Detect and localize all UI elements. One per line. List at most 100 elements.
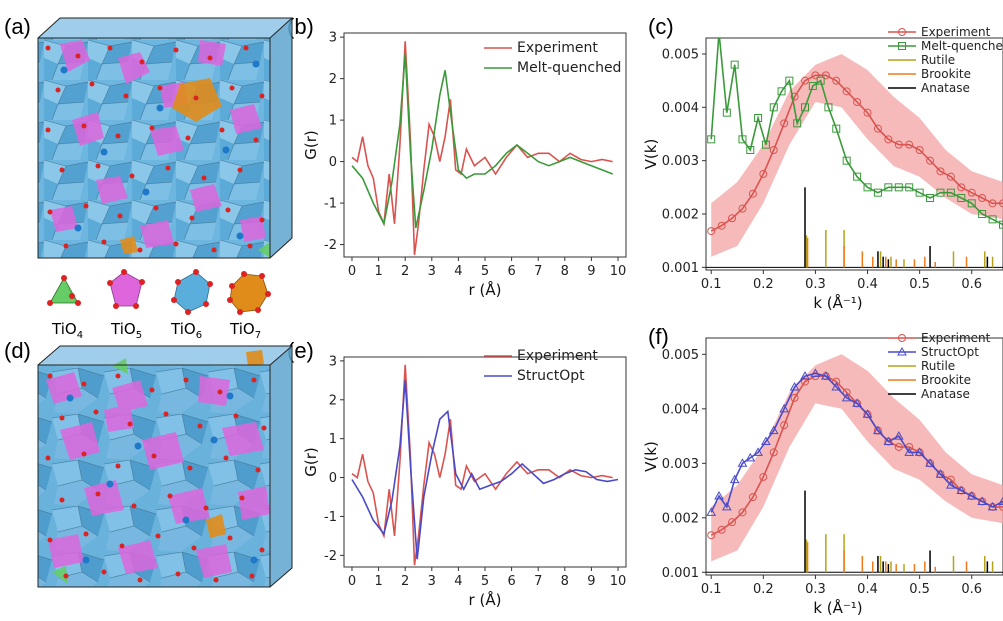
data-point: [707, 531, 716, 540]
y-tick-label: 0.005: [662, 348, 699, 363]
data-point: [967, 188, 976, 197]
legend-label-brookite: Brookite: [921, 373, 971, 387]
x-tick-label: 0.4: [857, 277, 878, 292]
data-point: [707, 227, 716, 236]
x-tick-label: 8: [561, 264, 569, 279]
legend-label-experiment: Experiment: [517, 348, 598, 364]
data-point: [977, 496, 988, 505]
data-point: [946, 475, 955, 484]
x-tick-label: 0.6: [961, 277, 982, 292]
data-point: [730, 60, 739, 69]
data-point: [779, 403, 790, 413]
legend-label-rutile: Rutile: [921, 359, 955, 373]
data-point: [946, 188, 955, 197]
plot-area: [351, 41, 613, 256]
x-tick-label: 9: [587, 264, 595, 279]
structure-box-a: [37, 17, 294, 259]
x-tick-label: 3: [428, 574, 436, 589]
data-point: [873, 425, 883, 435]
data-point: [884, 183, 893, 192]
data-point: [790, 92, 799, 101]
x-tick-label: 5: [481, 264, 489, 279]
panel-label-d: (d): [4, 338, 31, 363]
plot-area: [351, 364, 619, 566]
data-point: [988, 215, 997, 224]
panel-label-c: (c): [648, 14, 674, 39]
data-point: [978, 194, 987, 202]
data-point: [721, 501, 732, 511]
y-tick-label: 0.001: [662, 566, 699, 581]
data-point: [785, 76, 794, 85]
data-point: [853, 98, 862, 106]
x-tick-label: 0.6: [961, 582, 982, 597]
x-tick-label: 10: [610, 574, 627, 589]
x-tick-label: 6: [507, 574, 515, 589]
chart-e: 0 1 2 3 4 5 6 7 8 9 10 -2 -1 0 1 2 3 r (Å) G(r) Experiment S…: [302, 348, 627, 609]
data-point: [926, 156, 935, 165]
uncertainty-band: [711, 354, 1003, 562]
y-tick-label: 0.001: [662, 261, 699, 276]
data-point: [761, 436, 771, 446]
data-point: [905, 183, 914, 192]
data-point: [737, 458, 748, 467]
data-point: [842, 388, 851, 397]
data-point: [800, 371, 810, 380]
data-point: [946, 480, 956, 489]
chart-c: 0.1 0.2 0.3 0.4 0.5 0.6 0.001 0.002 0.003 0.004 0.…: [642, 25, 1003, 312]
y-tick-label: 0.004: [662, 402, 699, 417]
chart-b: 0 1 2 3 4 5 6 7 8 9 10 -2 -1 0 1 2 3 r (Å) G(r) Experiment M…: [302, 31, 627, 299]
data-point: [884, 135, 893, 144]
y-axis-label: G(r): [302, 447, 320, 477]
legend: ExperimentMelt-quenchedRutileBrookiteAna…: [888, 25, 1003, 95]
data-point: [863, 108, 872, 117]
data-point: [904, 447, 915, 456]
uncertainty-band: [711, 54, 1003, 257]
oxygen-atoms-a: [45, 45, 265, 253]
x-tick-label: 0.1: [701, 582, 722, 597]
data-point: [789, 382, 800, 391]
y-tick-label: 0.005: [662, 48, 699, 63]
x-tick-label: 3: [428, 264, 436, 279]
y-axis-label: G(r): [302, 130, 320, 160]
data-point: [745, 452, 756, 462]
data-point: [717, 525, 726, 534]
legend-marker: [898, 334, 906, 342]
data-point: [769, 103, 778, 112]
x-tick-label: 5: [481, 574, 489, 589]
tio4-polyhedra: [258, 242, 270, 258]
y-tick-label: 2: [329, 393, 337, 408]
plot-frame: [343, 356, 627, 568]
y-tick-label: 0.002: [662, 208, 699, 223]
plot-area: [706, 38, 1003, 268]
data-point: [821, 71, 830, 80]
unit-cell-a: [37, 17, 294, 259]
data-point: [820, 371, 831, 380]
data-point: [780, 421, 789, 430]
data-point: [729, 474, 740, 484]
legend-label-structopt: StructOpt: [921, 345, 979, 359]
data-point: [759, 472, 768, 481]
series-line-melt-quenched: [351, 53, 613, 229]
y-tick-label: 0.003: [662, 457, 699, 472]
data-point: [790, 393, 799, 402]
legend-marker: [898, 28, 906, 36]
data-point: [754, 114, 763, 122]
oxygen-atoms-d: [45, 373, 267, 583]
data-point: [863, 183, 872, 192]
y-axis-label: V(k): [642, 441, 660, 472]
x-tick-label: 10: [610, 264, 627, 279]
data-point: [998, 496, 1003, 505]
data-point: [801, 103, 809, 112]
tio7-icon: [227, 271, 271, 315]
legend-tio6: TiO6: [170, 320, 202, 341]
data-point: [793, 119, 802, 128]
y-tick-label: 3: [329, 354, 337, 369]
data-point: [915, 188, 924, 197]
panel-label-a: (a): [4, 14, 31, 39]
data-point: [999, 199, 1003, 208]
legend-label-melt-quenched: Melt-quenched: [921, 39, 1003, 53]
plot-frame: [705, 337, 1003, 576]
data-point: [894, 183, 903, 192]
data-point: [967, 199, 976, 208]
y-tick-label: 0.004: [662, 101, 699, 116]
